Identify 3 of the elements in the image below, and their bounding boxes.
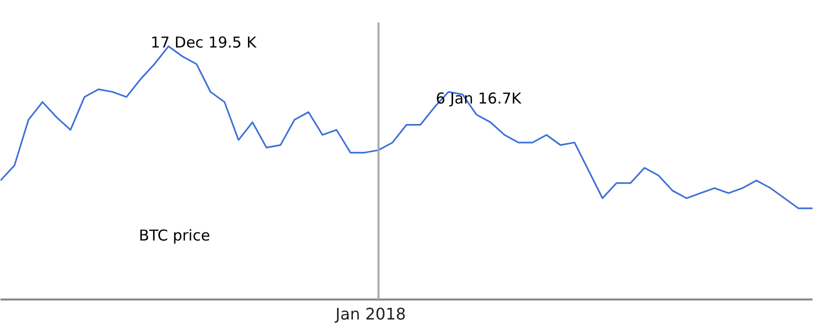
annotation: 17 Dec 19.5 K <box>150 34 258 52</box>
text: Jan 2018 <box>334 304 406 324</box>
annotation: BTC price <box>138 226 210 244</box>
